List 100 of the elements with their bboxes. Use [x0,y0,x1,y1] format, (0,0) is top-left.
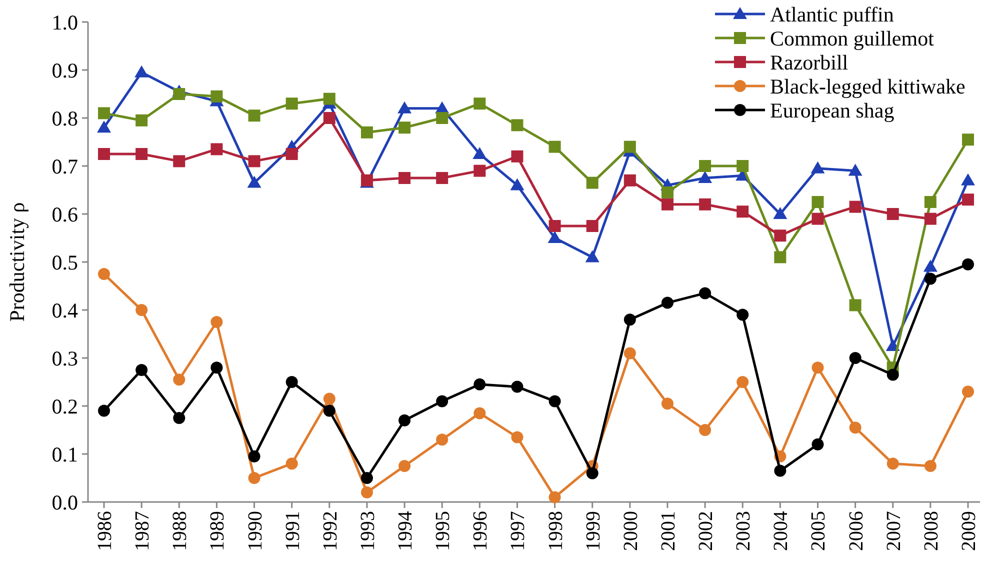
point [286,458,298,470]
point [924,460,936,472]
point [247,176,262,188]
x-tick-label: 1998 [544,511,567,551]
point [398,460,411,472]
x-tick-label: 1987 [132,511,154,551]
point [248,472,260,484]
point [210,143,223,156]
point [923,260,938,272]
point [323,112,336,124]
point [961,173,975,186]
x-tick-label: 2004 [770,511,792,551]
legend-label: Razorbill [770,50,848,74]
point [136,148,148,160]
point [849,200,862,213]
y-tick-label: 0.3 [52,346,78,370]
point [474,98,486,110]
y-tick-label: 0.5 [52,250,78,274]
x-tick-label: 2008 [920,511,942,551]
point [173,412,186,424]
point [624,347,636,360]
legend-label: Atlantic puffin [770,2,894,26]
point [398,122,411,134]
point [398,414,411,426]
x-tick-label: 2003 [732,511,755,551]
point [586,220,598,232]
point [97,120,111,133]
point [398,172,411,184]
point [136,114,148,126]
point [511,119,524,132]
point [886,368,899,381]
point [474,378,486,390]
point [436,395,448,408]
point [699,287,712,300]
point [962,258,974,270]
point [774,230,786,242]
point [812,212,824,225]
point [548,140,561,153]
x-tick-label: 1993 [356,511,379,551]
x-tick-label: 1988 [169,511,192,551]
point [134,65,149,78]
point [661,398,674,410]
x-tick-label: 2001 [657,511,680,551]
x-tick-label: 1992 [319,511,342,551]
point [98,107,110,120]
point [173,374,186,386]
point [661,296,674,309]
point [849,352,862,364]
x-tick-label: 1995 [432,511,454,551]
point [360,126,373,138]
point [323,392,336,405]
x-tick-label: 1986 [94,511,116,551]
point [624,140,636,153]
point [886,208,899,220]
y-tick-label: 0.7 [52,154,78,178]
point [173,155,186,168]
point [98,268,110,280]
y-tick-label: 0.9 [52,58,78,82]
point [210,362,223,374]
point [210,316,223,328]
x-tick-label: 1991 [282,511,304,551]
x-tick-label: 1994 [394,511,417,551]
point [511,431,524,444]
point [736,206,749,218]
y-tick-label: 0.1 [52,442,78,466]
legend-label: Black-legged kittiwake [770,74,966,98]
point [323,404,336,417]
point [548,220,561,232]
x-tick-label: 2009 [958,511,980,551]
point [586,176,598,189]
point [474,407,486,420]
x-tick-label: 2006 [845,511,868,551]
point [323,92,336,105]
point [699,160,712,172]
point [661,186,674,198]
point [98,148,110,160]
point [98,404,110,417]
y-tick-label: 0.2 [52,394,78,418]
point [436,112,448,124]
point [248,450,260,462]
x-tick-label: 2000 [620,511,642,551]
y-tick-label: 0.0 [52,490,78,514]
point [436,172,448,184]
point [736,160,749,172]
point [436,434,448,446]
point [962,386,974,398]
point [624,314,636,326]
point [773,207,788,219]
y-tick-label: 0.6 [52,202,78,226]
point [962,194,974,206]
y-tick-label: 1.0 [52,10,78,34]
x-tick-label: 1997 [507,511,530,551]
point [736,308,749,321]
point [511,380,524,393]
point [812,438,824,450]
point [510,178,524,190]
point [699,198,712,210]
point [812,362,824,374]
x-tick-label: 2002 [695,511,718,551]
point [698,171,712,183]
